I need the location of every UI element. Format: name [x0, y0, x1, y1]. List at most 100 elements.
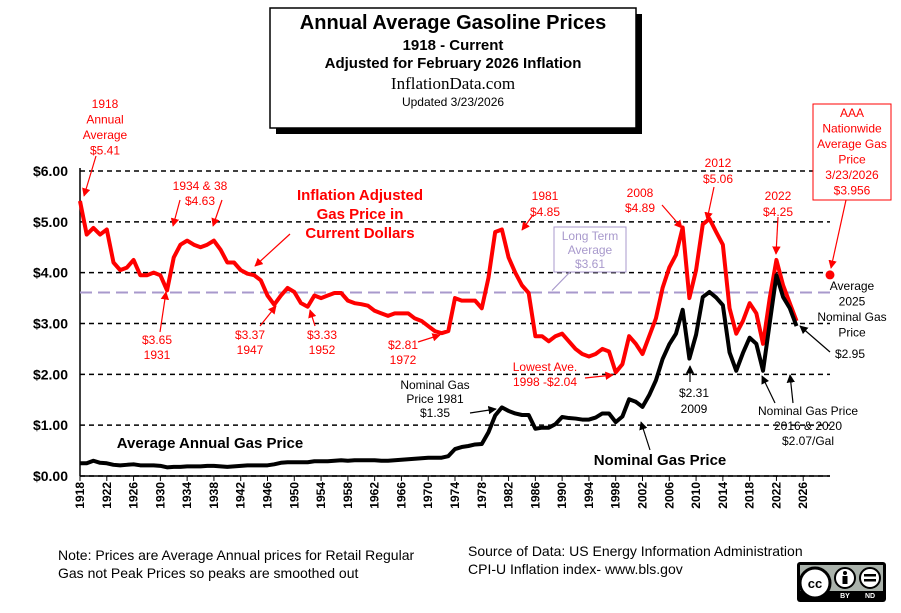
- license-badge: cc BY ND: [797, 562, 886, 602]
- x-tick-label: 1954: [314, 482, 328, 509]
- annotation-arrow: [159, 291, 170, 333]
- annotation-arrow: [551, 271, 571, 291]
- annotation-text: $3.33: [307, 328, 337, 342]
- subtitle: Adjusted for February 2026 Inflation: [325, 55, 582, 72]
- annotation-text: 1998 -$2.04: [513, 375, 577, 389]
- site: InflationData.com: [391, 74, 515, 93]
- annotation-text: Current Dollars: [305, 225, 414, 242]
- x-tick-label: 1922: [100, 482, 114, 509]
- license-text: ND: [865, 593, 875, 600]
- x-tick-label: 2018: [743, 482, 757, 509]
- x-tick-label: 2022: [769, 482, 783, 509]
- x-tick-label: 1978: [475, 482, 489, 509]
- annotation-text: $4.89: [625, 201, 655, 215]
- annotation-arrow: [254, 233, 291, 267]
- y-tick-label: $0.00: [33, 468, 68, 484]
- x-tick-label: 1918: [73, 482, 87, 509]
- annotation-arrow: [661, 204, 683, 229]
- y-tick-label: $4.00: [33, 265, 68, 281]
- annotation-text: $2.07/Gal: [782, 434, 834, 448]
- x-tick-label: 1970: [421, 482, 435, 509]
- aaa-point: [825, 270, 835, 280]
- title-box: [269, 7, 637, 129]
- annotation-text: AAA: [840, 106, 864, 120]
- y-tick-label: $1.00: [33, 417, 68, 433]
- annotation-text: $2.81: [388, 338, 418, 352]
- annotation-text: 1934 & 38: [173, 179, 228, 193]
- annotation-text: Average Annual Gas Price: [117, 435, 303, 452]
- annotation-text: 2016 & 2020: [774, 419, 842, 433]
- annotation-arrow: [521, 214, 534, 231]
- annotation-text: Inflation Adjusted: [297, 187, 423, 204]
- annotation-arrow: [259, 305, 277, 327]
- annotation-text: Long Term: [562, 229, 618, 243]
- annotation-text: $5.41: [90, 144, 120, 158]
- chart-title: Annual Average Gasoline Prices: [300, 12, 606, 34]
- annotation-arrow: [799, 325, 831, 353]
- annotation-text: Nominal Gas: [400, 378, 469, 392]
- source: CPI-U Inflation index- www.bls.gov: [468, 561, 683, 577]
- annotation-text: Price: [838, 326, 866, 340]
- note: Gas not Peak Prices so peaks are smoothe…: [58, 565, 358, 581]
- annotation-arrow: [828, 199, 847, 269]
- annotation-text: Average: [83, 128, 128, 142]
- annotation-arrow: [82, 155, 97, 197]
- annotation-text: 2012: [705, 156, 732, 170]
- x-tick-label: 1950: [287, 482, 301, 509]
- x-tick-label: 2014: [716, 482, 730, 509]
- annotation-text: Average: [568, 243, 613, 257]
- annotation-arrow: [417, 333, 441, 343]
- annotation-text: Nominal Gas Price: [758, 404, 858, 418]
- updated: Updated 3/23/2026: [402, 95, 504, 109]
- x-tick-label: 1974: [448, 482, 462, 509]
- annotation-text: $5.06: [703, 172, 733, 186]
- subtitle: 1918 - Current: [403, 37, 504, 54]
- x-tick-label: 1938: [207, 482, 221, 509]
- annotation-arrow: [308, 309, 317, 327]
- license-text: BY: [840, 593, 850, 600]
- data-line: [78, 200, 799, 375]
- x-tick-label: 1982: [502, 482, 516, 509]
- x-tick-label: 1994: [582, 482, 596, 509]
- annotation-text: 1918: [92, 97, 119, 111]
- x-tick-label: 2002: [636, 482, 650, 509]
- data-line: [80, 273, 799, 470]
- annotation-text: Nominal Gas Price: [594, 452, 727, 469]
- x-tick-label: 2026: [796, 482, 810, 509]
- x-tick-label: 1958: [341, 482, 355, 509]
- x-tick-label: 1926: [127, 482, 141, 509]
- x-tick-label: 1934: [180, 482, 194, 509]
- y-tick-label: $5.00: [33, 214, 68, 230]
- annotation-text: Price 1981: [406, 392, 464, 406]
- annotation-box: [553, 226, 627, 273]
- annotation-arrow: [469, 405, 497, 415]
- svg-text:cc: cc: [808, 576, 822, 591]
- annotation-text: Annual: [86, 113, 123, 127]
- annotation-arrow: [761, 375, 776, 404]
- annotation-text: $4.85: [530, 205, 560, 219]
- x-tick-label: 1990: [555, 482, 569, 509]
- y-tick-label: $6.00: [33, 163, 68, 179]
- x-tick-label: 1998: [609, 482, 623, 509]
- annotation-text: $2.31: [679, 386, 709, 400]
- annotation-text: $3.37: [235, 328, 265, 342]
- annotation-text: Average: [830, 279, 875, 293]
- annotation-text: $2.95: [835, 347, 865, 361]
- annotation-text: 2025: [839, 295, 866, 309]
- annotation-arrow: [170, 199, 181, 227]
- annotation-arrow: [584, 371, 614, 380]
- annotation-text: 1947: [237, 343, 264, 357]
- annotation-text: 1981: [532, 189, 559, 203]
- annotation-arrow: [639, 421, 651, 451]
- annotation-text: $3.956: [834, 184, 871, 198]
- annotation-text: $4.25: [763, 205, 793, 219]
- x-tick-label: 1942: [234, 482, 248, 509]
- annotation-arrow: [211, 199, 223, 227]
- x-tick-label: 1946: [261, 482, 275, 509]
- x-tick-label: 1962: [368, 482, 382, 509]
- annotation-text: 1952: [309, 343, 336, 357]
- annotation-text: Nationwide: [822, 122, 882, 136]
- annotation-text: 3/23/2026: [825, 168, 879, 182]
